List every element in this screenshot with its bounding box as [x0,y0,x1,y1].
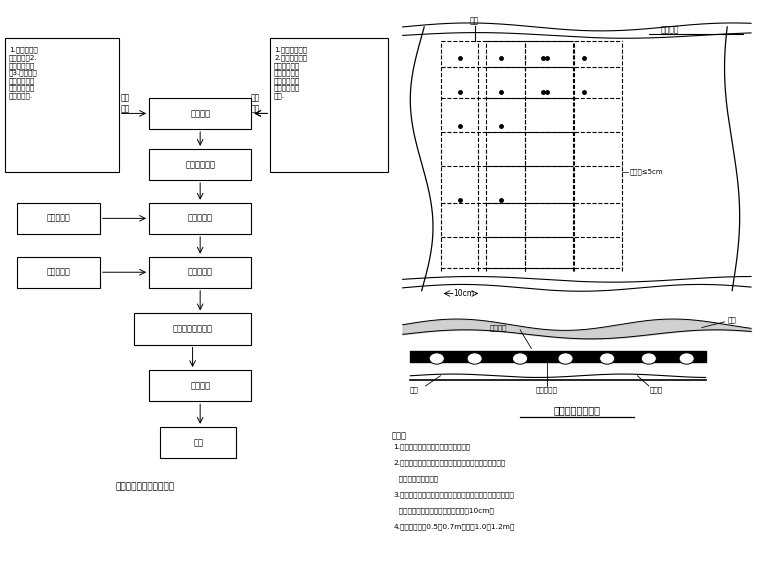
Text: 10cm: 10cm [453,289,473,298]
Text: 隧道纵向: 隧道纵向 [660,25,679,34]
Circle shape [429,353,445,364]
Text: 射钉: 射钉 [410,386,419,393]
Text: 洞内
准备: 洞内 准备 [251,94,260,113]
Text: 洞外
准备: 洞外 准备 [120,94,129,113]
Text: 防水板置度: 防水板置度 [188,268,213,277]
Text: 固定土工膜: 固定土工膜 [188,214,213,223]
Circle shape [679,353,694,364]
Text: 1.防水板材料
质量检查；2.
面焊缝搭接线
；3.防水板分
拱脚边墙二板
敷取，将拱脚
的对称整密.: 1.防水板材料 质量检查；2. 面焊缝搭接线 ；3.防水板分 拱脚边墙二板 敷取… [9,47,38,99]
Text: 3.土工膜用射钉固足，防水板摊铺在专用塑胶圈足片上，摊铺: 3.土工膜用射钉固足，防水板摊铺在专用塑胶圈足片上，摊铺 [394,491,515,498]
Text: 质量检查: 质量检查 [190,381,211,390]
Text: 2.防水板铺设前，接绑表罗不得有锚杆头外露，对应凸不: 2.防水板铺设前，接绑表罗不得有锚杆头外露，对应凸不 [394,459,505,466]
Bar [271,38,388,172]
Bar [17,256,100,288]
Text: 说明：: 说明： [391,431,407,441]
Circle shape [558,353,573,364]
Text: 安装排水盲沟: 安装排水盲沟 [185,160,215,169]
Bar [134,314,252,344]
Bar [149,370,252,401]
Text: 4.射钉间距纵约0.5～0.7m，边墙1.0～1.2m；: 4.射钉间距纵约0.5～0.7m，边墙1.0～1.2m； [394,523,515,530]
Text: 防水板搭接缝焊接: 防水板搭接缝焊接 [173,324,213,333]
Text: 准备射钉枪: 准备射钉枪 [46,214,70,223]
Bar [149,149,252,180]
Text: 防水板铺设示意图: 防水板铺设示意图 [553,405,600,415]
Text: 1.防水板在初期支护面凸钢足够光滑；: 1.防水板在初期支护面凸钢足够光滑； [394,444,470,450]
Bar [149,203,252,234]
Bar [17,203,100,234]
Circle shape [467,353,483,364]
Text: 竣页: 竣页 [193,438,203,447]
Text: 粘接宽≤5cm: 粘接宽≤5cm [630,168,663,175]
Text: 手动热熔器: 手动热熔器 [46,268,70,277]
Circle shape [512,353,527,364]
Text: 射钉: 射钉 [470,17,480,26]
Text: 热溶垫片: 热溶垫片 [489,324,507,331]
Text: 处用热熔焊接，焊缝搭接宽度不小于10cm；: 处用热熔焊接，焊缝搭接宽度不小于10cm； [394,507,493,514]
Text: 喷砼: 喷砼 [728,317,736,323]
Text: 复粘防水板: 复粘防水板 [536,386,558,393]
Circle shape [600,353,615,364]
Bar [160,427,236,458]
Bar [149,256,252,288]
Circle shape [641,353,657,364]
Bar [5,38,119,172]
Text: 准备工作: 准备工作 [190,109,211,118]
Text: 土工膜: 土工膜 [650,386,663,393]
Text: 1.工作台就位；
2.攀接锚杆头，
外露钩跷，锚
杆头周密料帽
盖住，切筋、
装丝头周砂浆
抹平.: 1.工作台就位； 2.攀接锚杆头， 外露钩跷，锚 杆头周密料帽 盖住，切筋、 装… [274,47,307,99]
Text: 平部位应修整补度；: 平部位应修整补度； [394,475,438,482]
Bar [149,98,252,129]
Text: 防水板铺设施工工艺框图: 防水板铺设施工工艺框图 [116,482,175,491]
